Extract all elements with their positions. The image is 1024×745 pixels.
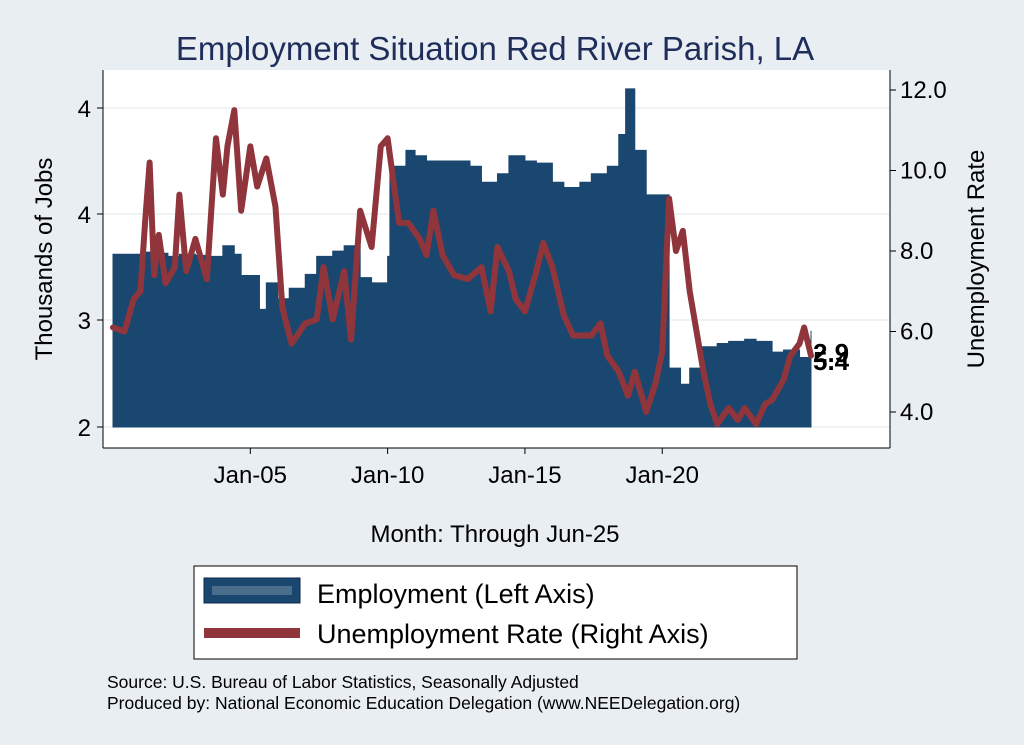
source-note: Source: U.S. Bureau of Labor Statistics,… <box>107 672 579 692</box>
x-tick-label-3: Jan-20 <box>626 462 699 489</box>
x-axis-title: Month: Through Jun-25 <box>370 521 619 548</box>
legend-swatch-employment-highlight <box>212 586 292 595</box>
unemployment-line <box>110 107 814 428</box>
produced-by-note: Produced by: National Economic Education… <box>107 693 740 713</box>
legend-label-employment: Employment (Left Axis) <box>317 579 595 609</box>
legend: Employment (Left Axis) Unemployment Rate… <box>193 565 798 660</box>
chart-title: Employment Situation Red River Parish, L… <box>176 30 814 67</box>
right-tick-label-2: 8.0 <box>900 238 933 265</box>
ticks: 2 3 4 4 4.0 6.0 8.0 10.0 12.0 Jan-05 Jan-10 Jan-15 J… <box>78 77 947 489</box>
end-label-unemployment: 5.4 <box>813 346 850 376</box>
right-tick-label-4: 12.0 <box>900 77 947 104</box>
x-tick-label-0: Jan-05 <box>214 462 287 489</box>
x-tick-label-2: Jan-15 <box>488 462 561 489</box>
plot-area <box>103 70 890 448</box>
right-tick-label-0: 4.0 <box>900 399 933 426</box>
left-axis-title: Thousands of Jobs <box>31 158 58 361</box>
right-tick-label-1: 6.0 <box>900 319 933 346</box>
left-tick-label-2: 4 <box>78 202 91 229</box>
x-tick-label-1: Jan-10 <box>351 462 424 489</box>
axes: 2 3 4 4 4.0 6.0 8.0 10.0 12.0 Jan-05 Jan-10 Jan-15 J… <box>78 70 947 489</box>
end-label-employment: 2.9 <box>813 338 849 368</box>
left-tick-label-0: 2 <box>78 415 91 442</box>
right-axis-title: Unemployment Rate <box>963 150 990 369</box>
right-tick-label-3: 10.0 <box>900 158 947 185</box>
legend-label-unemployment: Unemployment Rate (Right Axis) <box>317 619 709 649</box>
left-tick-label-1: 3 <box>78 308 91 335</box>
left-tick-label-3: 4 <box>78 96 91 123</box>
unemployment-rate-line <box>110 107 814 428</box>
